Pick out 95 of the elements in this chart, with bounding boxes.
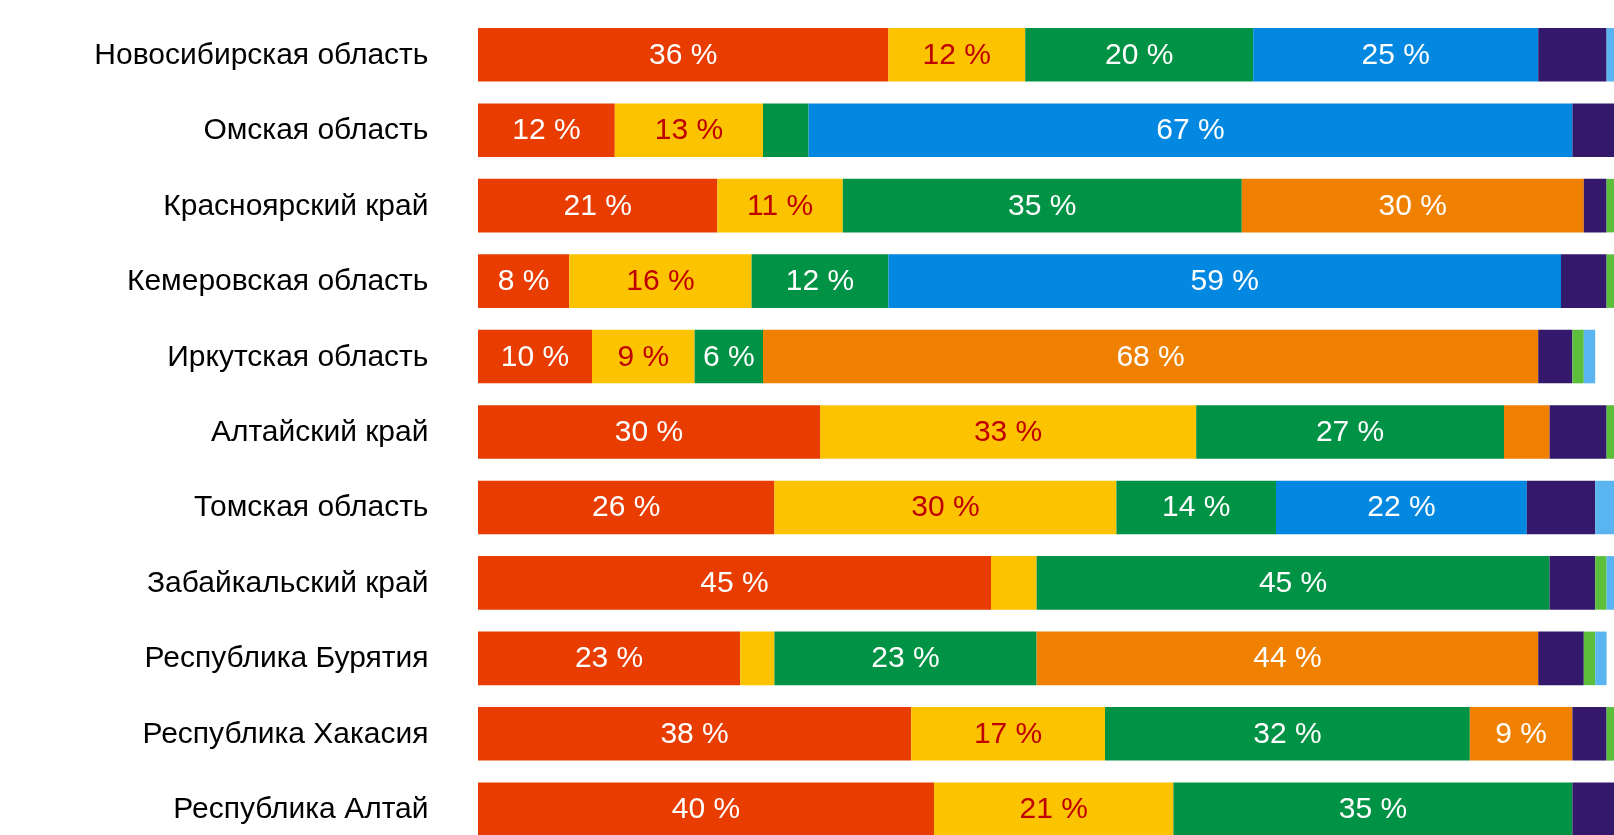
data-label: 13 % — [654, 112, 724, 146]
data-label: 38 % — [660, 715, 729, 749]
bar — [478, 556, 991, 610]
data-label: 35 % — [1338, 791, 1408, 825]
bar — [763, 329, 1539, 384]
bar — [1036, 556, 1550, 610]
bar — [1538, 329, 1573, 384]
bar — [1572, 329, 1584, 384]
bar — [1241, 178, 1584, 233]
bar — [1196, 405, 1504, 459]
data-label: 68 % — [1116, 338, 1185, 372]
data-label: 12 % — [512, 112, 581, 146]
data-label: 25 % — [1361, 36, 1430, 70]
data-label: 14 % — [1162, 489, 1231, 523]
data-label: 36 % — [649, 36, 718, 70]
bar — [478, 329, 592, 384]
data-label: 17 % — [973, 715, 1043, 749]
data-label: 23 % — [574, 640, 644, 674]
bar — [774, 480, 1117, 535]
y-tick-label: Новосибирская область — [94, 36, 429, 70]
data-label: 9 % — [617, 338, 670, 372]
data-label: 10 % — [500, 338, 570, 372]
y-tick-label: Кемеровская область — [126, 263, 429, 297]
y-tick-label: Омская область — [203, 112, 429, 146]
y-tick-label: Республика Алтай — [173, 791, 429, 825]
data-label: 26 % — [592, 489, 661, 523]
data-label: 21 % — [563, 187, 632, 221]
bar — [763, 103, 809, 157]
data-label: 16 % — [626, 263, 695, 297]
y-tick-label: Алтайский край — [210, 414, 429, 447]
bar — [1538, 631, 1584, 686]
data-label: 44 % — [1253, 640, 1322, 674]
data-label: 6 % — [702, 338, 755, 372]
bar — [592, 329, 695, 384]
data-label: 12 % — [922, 36, 991, 70]
data-label: 40 % — [671, 791, 741, 825]
bar — [1583, 631, 1596, 686]
bar — [1276, 480, 1527, 535]
data-label: 67 % — [1156, 112, 1225, 146]
data-label: 23 % — [871, 640, 940, 674]
bar — [842, 178, 1242, 233]
bar — [478, 254, 570, 308]
data-label: 9 % — [1495, 715, 1547, 749]
bar — [911, 707, 1105, 761]
data-label: 11 % — [747, 187, 814, 221]
bar — [820, 405, 1197, 459]
bar — [614, 103, 763, 157]
bar — [1469, 707, 1573, 761]
y-tick-label: Томская область — [194, 489, 429, 523]
data-label: 27 % — [1315, 414, 1385, 447]
bar — [478, 178, 718, 233]
data-label: 22 % — [1367, 489, 1436, 523]
bar — [888, 27, 1026, 82]
bar — [740, 631, 775, 686]
bar — [478, 707, 912, 761]
bar — [1025, 27, 1254, 82]
data-label: 45 % — [1258, 564, 1328, 598]
data-label: 30 % — [614, 414, 684, 447]
bar — [717, 178, 843, 233]
y-tick-label: Иркутская область — [167, 338, 429, 372]
y-tick-label: Республика Бурятия — [144, 640, 429, 674]
bar — [888, 254, 1561, 308]
data-label: 8 % — [497, 263, 550, 297]
bar — [991, 556, 1037, 610]
bar — [478, 405, 820, 459]
bar — [1116, 480, 1276, 535]
bar — [569, 254, 752, 308]
bar — [1595, 631, 1607, 686]
data-label: 59 % — [1190, 263, 1259, 297]
bar — [478, 27, 889, 82]
data-label: 35 % — [1008, 187, 1077, 221]
data-label: 33 % — [973, 414, 1043, 447]
data-label: 45 % — [700, 564, 769, 598]
bar — [1253, 27, 1539, 82]
data-label: 20 % — [1105, 36, 1174, 70]
bar — [478, 631, 741, 686]
bar — [1036, 631, 1539, 686]
bar — [478, 103, 615, 157]
data-label: 12 % — [785, 263, 855, 297]
y-tick-label: Республика Хакасия — [142, 715, 429, 749]
bar — [1549, 556, 1596, 610]
bar — [774, 631, 1037, 686]
data-label: 32 % — [1253, 715, 1322, 749]
bar — [1583, 329, 1596, 384]
y-tick-label: Забайкальский край — [146, 564, 429, 598]
bar — [1504, 405, 1550, 459]
bar — [1105, 707, 1470, 761]
data-label: 30 % — [1378, 187, 1447, 221]
data-label: 21 % — [1019, 791, 1088, 825]
bar — [478, 782, 934, 835]
y-tick-label: Красноярский край — [163, 187, 429, 221]
data-label: 30 % — [911, 489, 980, 523]
bar — [934, 782, 1174, 835]
bar — [478, 480, 775, 535]
bar — [751, 254, 889, 308]
